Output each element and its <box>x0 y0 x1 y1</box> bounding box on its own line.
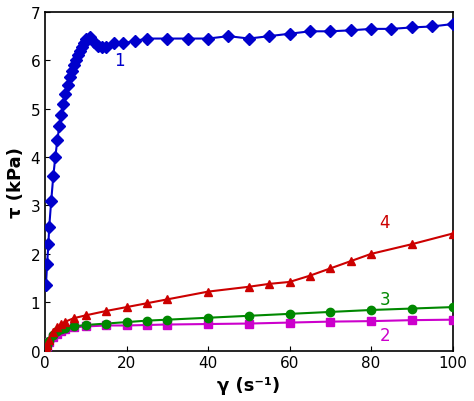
Text: 3: 3 <box>379 290 390 308</box>
Text: 2: 2 <box>379 326 390 344</box>
Text: 1: 1 <box>114 52 125 70</box>
X-axis label: γ (s⁻¹): γ (s⁻¹) <box>217 376 281 394</box>
Y-axis label: τ (kPa): τ (kPa) <box>7 146 25 217</box>
Text: 4: 4 <box>379 214 390 232</box>
